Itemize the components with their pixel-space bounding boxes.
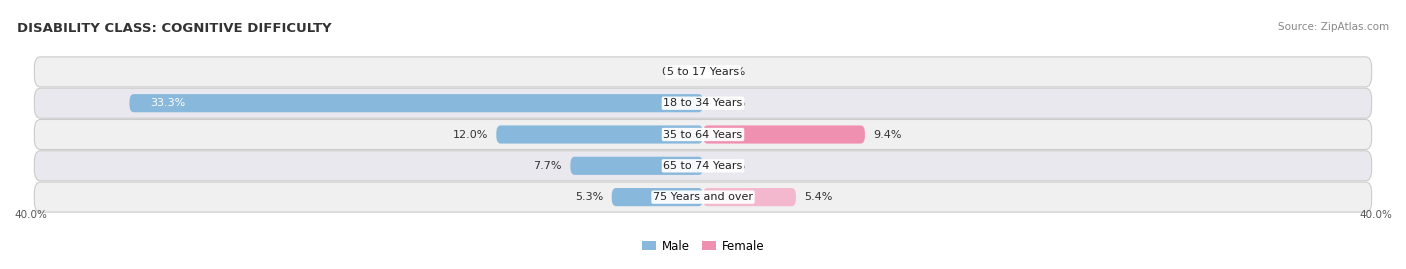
Text: 9.4%: 9.4% [873,129,903,140]
Text: 0.0%: 0.0% [717,98,745,108]
FancyBboxPatch shape [34,151,1372,181]
Text: 40.0%: 40.0% [1360,210,1392,220]
Text: 5.3%: 5.3% [575,192,603,202]
FancyBboxPatch shape [34,182,1372,212]
Text: 75 Years and over: 75 Years and over [652,192,754,202]
Text: 7.7%: 7.7% [533,161,562,171]
Text: 33.3%: 33.3% [150,98,186,108]
Text: 40.0%: 40.0% [14,210,46,220]
FancyBboxPatch shape [612,188,703,206]
Text: 5.4%: 5.4% [804,192,832,202]
Text: DISABILITY CLASS: COGNITIVE DIFFICULTY: DISABILITY CLASS: COGNITIVE DIFFICULTY [17,22,332,34]
Text: 0.0%: 0.0% [661,67,689,77]
FancyBboxPatch shape [34,119,1372,150]
FancyBboxPatch shape [34,88,1372,118]
FancyBboxPatch shape [34,57,1372,87]
FancyBboxPatch shape [571,157,703,175]
FancyBboxPatch shape [129,94,703,112]
FancyBboxPatch shape [703,188,796,206]
Text: 0.0%: 0.0% [717,67,745,77]
Legend: Male, Female: Male, Female [641,240,765,253]
Text: 35 to 64 Years: 35 to 64 Years [664,129,742,140]
Text: Source: ZipAtlas.com: Source: ZipAtlas.com [1278,22,1389,31]
FancyBboxPatch shape [496,125,703,144]
Text: 65 to 74 Years: 65 to 74 Years [664,161,742,171]
Text: 0.0%: 0.0% [717,161,745,171]
Text: 5 to 17 Years: 5 to 17 Years [666,67,740,77]
FancyBboxPatch shape [703,125,865,144]
Text: 12.0%: 12.0% [453,129,488,140]
Text: 18 to 34 Years: 18 to 34 Years [664,98,742,108]
